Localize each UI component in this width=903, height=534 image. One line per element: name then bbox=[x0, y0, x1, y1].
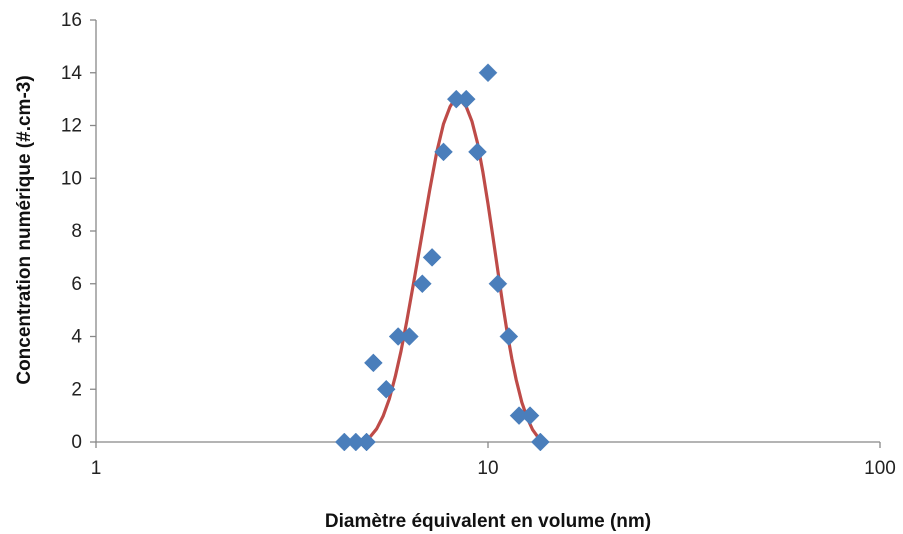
axes: 0 2 4 6 8 10 12 14 16 1 10 100 bbox=[61, 10, 896, 479]
y-tick-label: 8 bbox=[71, 221, 82, 242]
data-point-diamond bbox=[376, 379, 396, 399]
y-tick-label: 6 bbox=[71, 274, 82, 295]
y-tick-label: 12 bbox=[61, 116, 82, 137]
x-tick-label: 1 bbox=[91, 458, 102, 479]
data-point-diamond bbox=[520, 406, 540, 425]
data-point-diamond bbox=[357, 432, 376, 452]
data-point-diamond bbox=[456, 89, 476, 109]
data-point-diamond bbox=[434, 142, 453, 162]
y-tick-label: 14 bbox=[61, 63, 83, 84]
x-tick-label: 100 bbox=[864, 458, 896, 479]
y-tick-label: 4 bbox=[71, 327, 82, 348]
data-point-diamond bbox=[488, 274, 508, 294]
data-point-diamond bbox=[399, 327, 419, 346]
x-axis-title: Diamètre équivalent en volume (nm) bbox=[325, 511, 651, 532]
y-tick-label: 10 bbox=[61, 168, 82, 189]
data-point-diamond bbox=[530, 432, 550, 452]
labels-layer: Diamètre équivalent en volume (nm) Conce… bbox=[14, 75, 651, 532]
data-point-diamond bbox=[412, 274, 432, 294]
x-tick-label: 10 bbox=[477, 458, 498, 479]
data-point-diamond bbox=[422, 248, 442, 267]
y-tick-label: 2 bbox=[71, 379, 82, 400]
data-point-diamond bbox=[478, 63, 498, 83]
data-point-diamond bbox=[499, 327, 519, 346]
y-tick-label: 0 bbox=[71, 432, 82, 453]
y-tick-label: 16 bbox=[61, 10, 82, 31]
data-points-layer bbox=[334, 63, 550, 452]
y-axis-title: Concentration numérique (#.cm-3) bbox=[14, 75, 35, 384]
data-point-diamond bbox=[468, 142, 487, 162]
data-point-diamond bbox=[364, 353, 383, 373]
